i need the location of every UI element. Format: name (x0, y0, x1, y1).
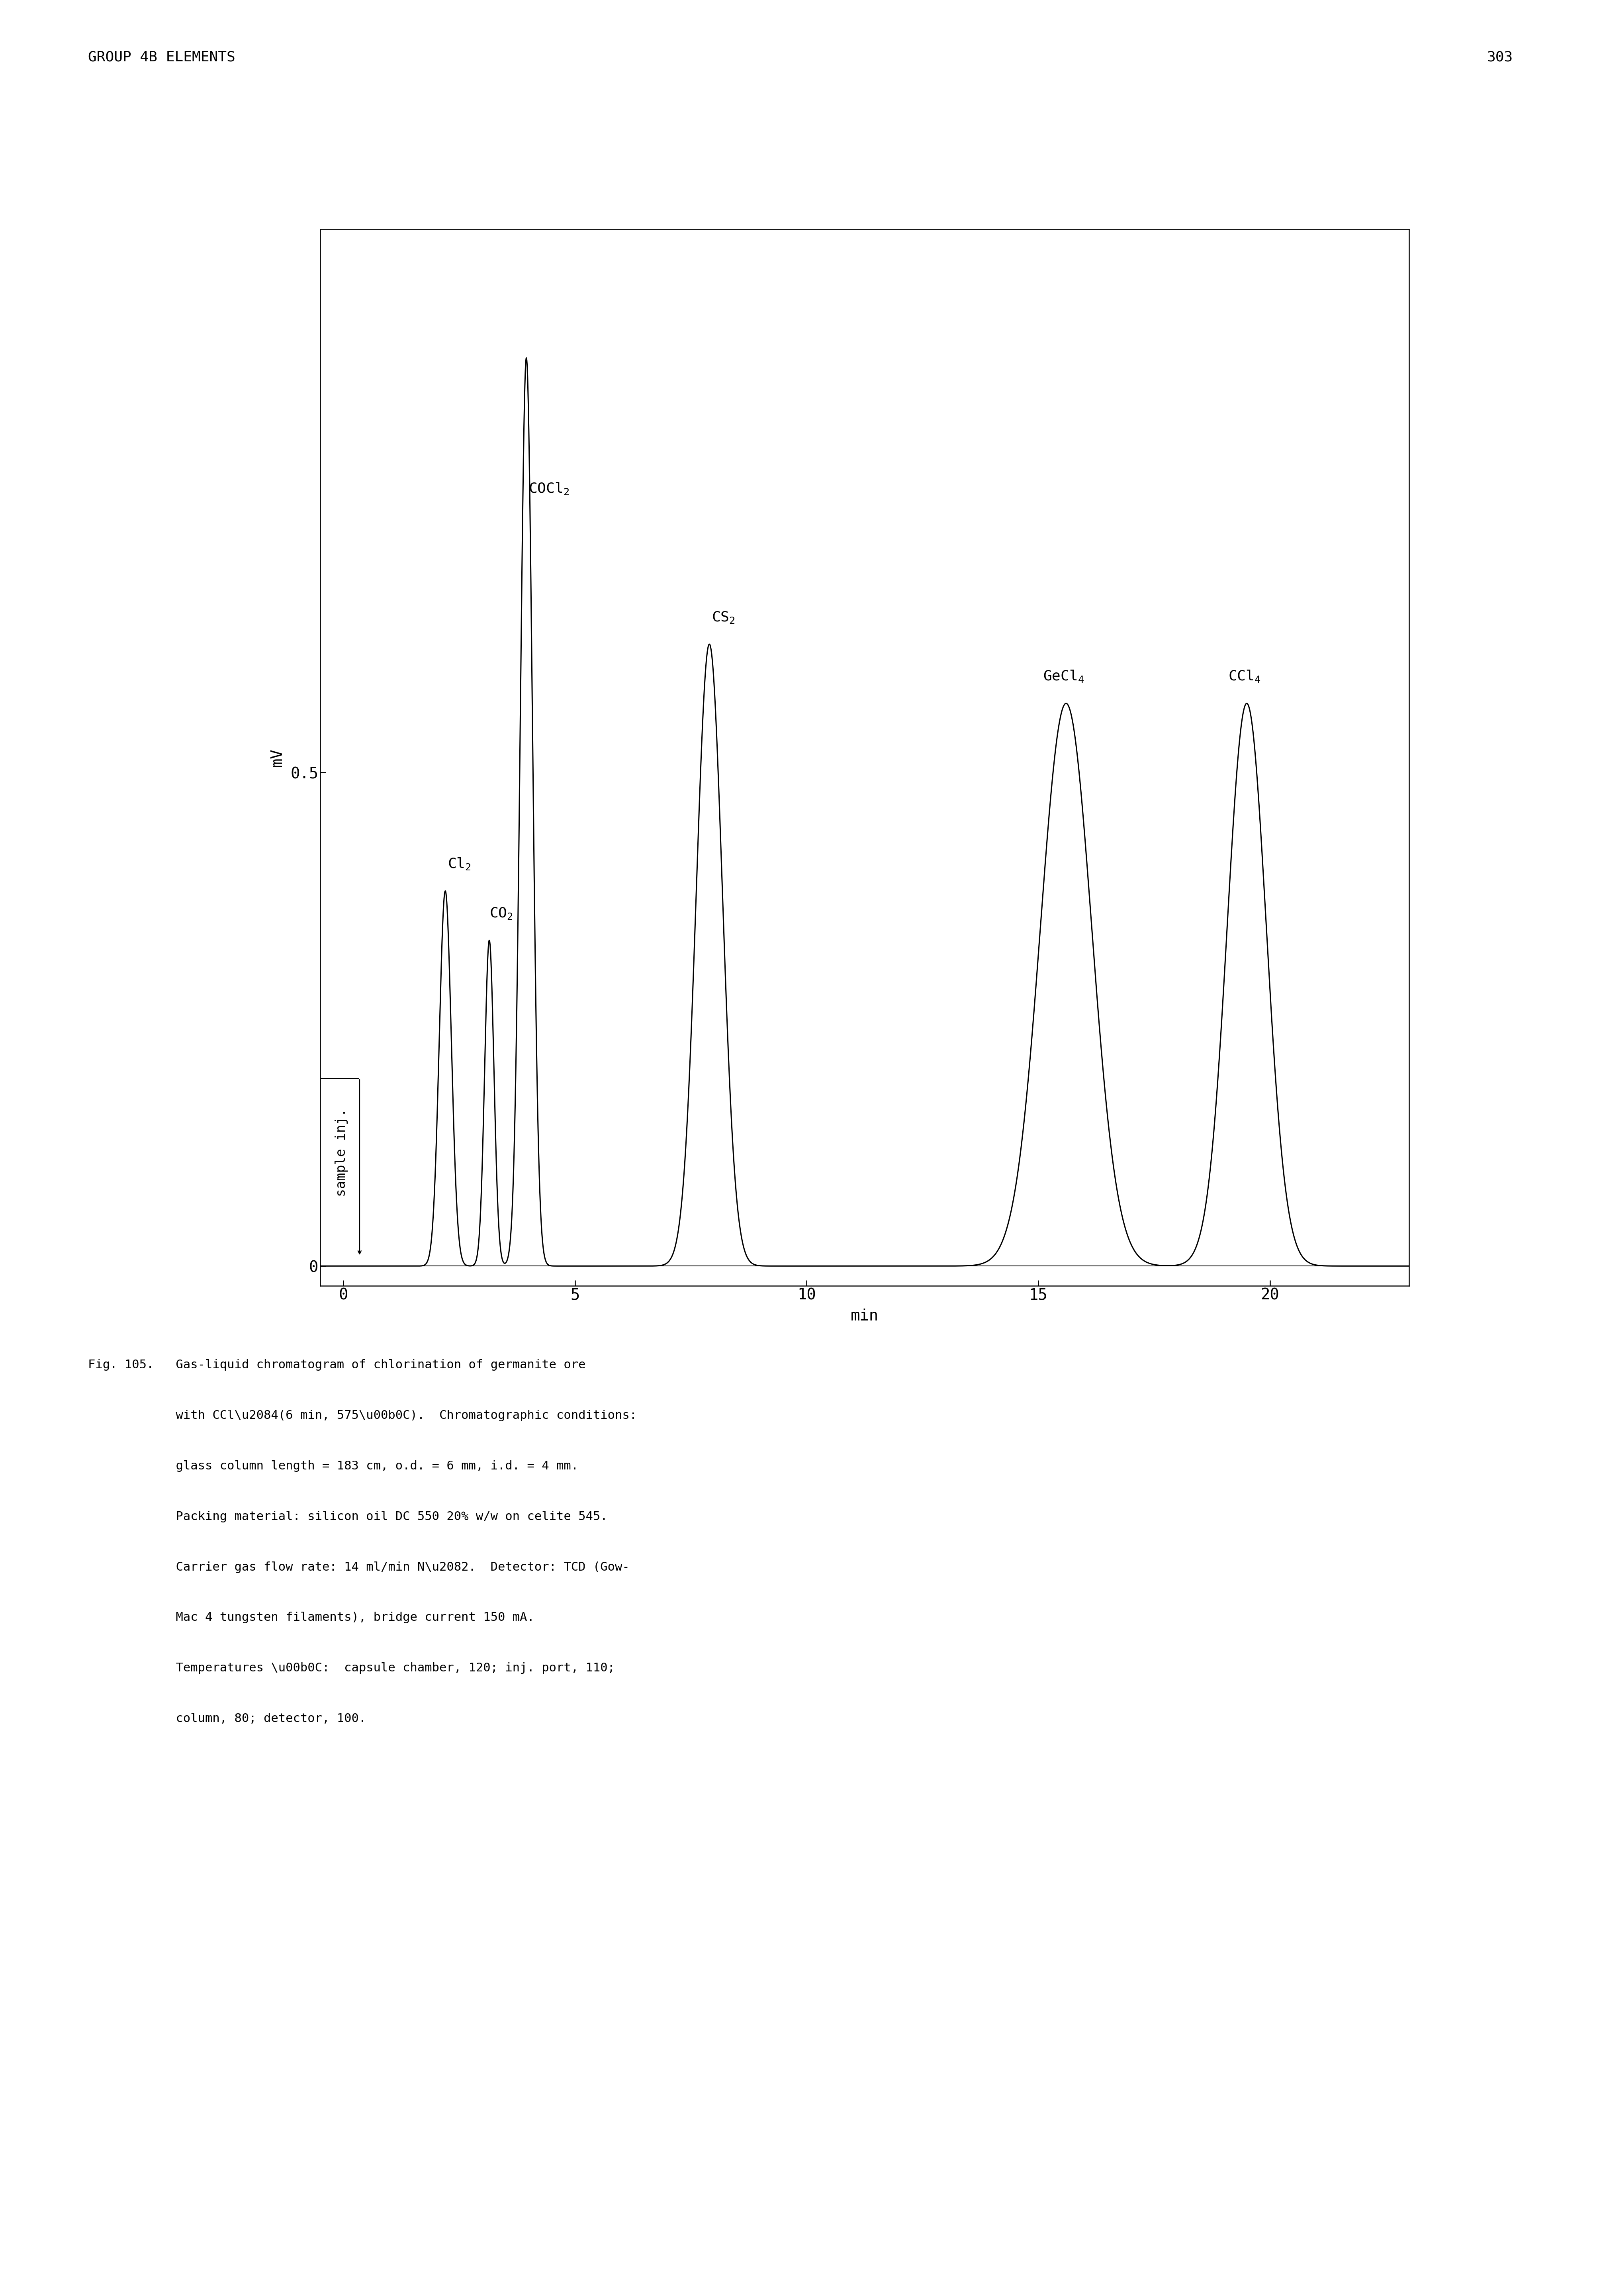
Text: GeCl$_4$: GeCl$_4$ (1042, 668, 1084, 684)
Text: CCl$_4$: CCl$_4$ (1228, 668, 1260, 684)
Text: GROUP 4B ELEMENTS: GROUP 4B ELEMENTS (88, 51, 235, 64)
Text: 303: 303 (1487, 51, 1513, 64)
Text: with CCl\u2084(6 min, 575\u00b0C).  Chromatographic conditions:: with CCl\u2084(6 min, 575\u00b0C). Chrom… (88, 1410, 637, 1421)
Text: CO$_2$: CO$_2$ (490, 907, 512, 921)
Text: Fig. 105.   Gas-liquid chromatogram of chlorination of germanite ore: Fig. 105. Gas-liquid chromatogram of chl… (88, 1359, 586, 1371)
Text: Mac 4 tungsten filaments), bridge current 150 mA.: Mac 4 tungsten filaments), bridge curren… (88, 1612, 535, 1623)
Text: COCl$_2$: COCl$_2$ (528, 482, 570, 496)
Text: CS$_2$: CS$_2$ (712, 611, 735, 625)
Text: column, 80; detector, 100.: column, 80; detector, 100. (88, 1713, 367, 1724)
Text: Temperatures \u00b0C:  capsule chamber, 120; inj. port, 110;: Temperatures \u00b0C: capsule chamber, 1… (88, 1662, 615, 1674)
X-axis label: min: min (850, 1309, 879, 1322)
Text: sample inj.: sample inj. (335, 1109, 347, 1196)
Text: Carrier gas flow rate: 14 ml/min N\u2082.  Detector: TCD (Gow-: Carrier gas flow rate: 14 ml/min N\u2082… (88, 1561, 629, 1573)
Y-axis label: mV: mV (269, 748, 285, 767)
Text: Packing material: silicon oil DC 550 20% w/w on celite 545.: Packing material: silicon oil DC 550 20%… (88, 1511, 608, 1522)
Text: glass column length = 183 cm, o.d. = 6 mm, i.d. = 4 mm.: glass column length = 183 cm, o.d. = 6 m… (88, 1460, 578, 1472)
Text: Cl$_2$: Cl$_2$ (448, 856, 471, 870)
